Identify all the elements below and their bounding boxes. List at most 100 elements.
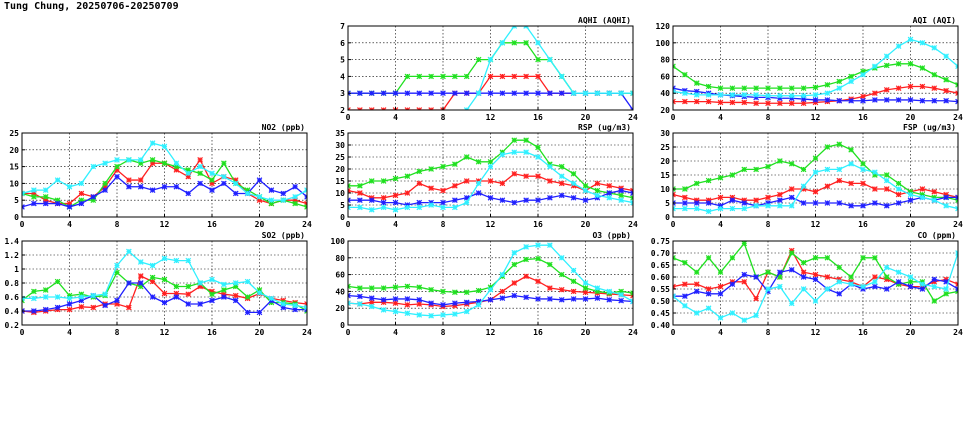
data-point	[800, 274, 807, 280]
data-point	[919, 286, 926, 292]
point-stroke	[417, 116, 422, 121]
data-point	[348, 300, 351, 306]
data-point	[741, 85, 748, 91]
data-point	[475, 56, 482, 63]
data-point	[943, 76, 949, 83]
data-point	[416, 284, 423, 291]
y-tick-label: 5	[665, 199, 670, 208]
point-stroke	[22, 308, 25, 312]
data-point	[535, 154, 541, 160]
data-point	[594, 285, 601, 291]
data-point	[812, 169, 819, 176]
data-point	[499, 180, 506, 187]
point-stroke	[348, 197, 351, 202]
data-point	[511, 39, 518, 46]
data-point	[404, 90, 411, 97]
data-point	[765, 100, 771, 107]
data-point	[357, 204, 363, 211]
point-stroke	[955, 92, 958, 97]
data-point	[673, 63, 676, 70]
x-tick-label: 24	[953, 220, 963, 229]
point-stroke	[673, 193, 676, 198]
data-point	[357, 107, 363, 110]
data-point	[31, 200, 37, 207]
point-stroke	[304, 301, 307, 305]
data-point	[440, 73, 446, 80]
y-tick-label: 15	[660, 171, 670, 180]
x-tick-label: 24	[953, 113, 963, 122]
data-point	[931, 188, 938, 195]
data-point	[824, 200, 831, 206]
data-point	[499, 151, 506, 158]
data-point	[717, 99, 724, 106]
data-point	[368, 303, 375, 310]
data-point	[428, 90, 434, 97]
x-tick-label: 4	[718, 220, 723, 229]
data-point	[836, 290, 843, 297]
series-1	[673, 60, 958, 91]
data-point	[705, 92, 712, 98]
point-stroke	[630, 192, 633, 196]
data-point	[404, 173, 411, 180]
data-point	[872, 186, 878, 192]
data-point	[487, 296, 494, 303]
data-point	[463, 107, 470, 110]
chart-title: O3 (ppb)	[592, 231, 631, 240]
data-point	[535, 197, 541, 204]
data-point	[558, 286, 565, 293]
data-point	[357, 197, 363, 204]
y-tick-label: 1	[14, 265, 19, 274]
data-point	[475, 90, 482, 97]
data-point	[753, 312, 759, 319]
data-point	[812, 92, 819, 98]
y-tick-label: 25	[9, 129, 19, 138]
chart-so2: 0 4 8 12 16 20 24 0.2 0.4 0.6 0.8 1 1.2 1.4 SO2 (ppb)	[5, 231, 312, 337]
data-point	[535, 90, 541, 97]
data-point	[209, 187, 215, 193]
point-stroke	[630, 201, 633, 206]
data-point	[836, 97, 843, 104]
data-point	[943, 290, 949, 297]
data-point	[404, 296, 411, 302]
data-point	[777, 197, 783, 204]
data-point	[788, 300, 795, 307]
data-point	[54, 278, 61, 285]
y-tick-label: 2	[340, 106, 345, 115]
point-stroke	[382, 107, 387, 110]
x-tick-label: 20	[906, 113, 916, 122]
data-point	[824, 183, 831, 190]
point-stroke	[630, 190, 633, 194]
x-tick-label: 12	[811, 328, 821, 337]
data-point	[102, 180, 108, 187]
point-stroke	[673, 188, 676, 192]
data-point	[883, 264, 890, 271]
y-tick-label: 30	[660, 129, 670, 138]
data-point	[31, 194, 37, 200]
data-point	[42, 200, 49, 207]
point-stroke	[955, 63, 958, 68]
data-point	[883, 172, 890, 178]
data-point	[256, 177, 263, 183]
data-point	[440, 163, 446, 170]
data-point	[717, 205, 724, 212]
point-stroke	[630, 199, 633, 204]
data-point	[594, 192, 601, 199]
data-point	[126, 248, 132, 255]
data-point	[535, 173, 541, 180]
data-point	[895, 43, 902, 49]
x-tick-label: 12	[486, 220, 496, 229]
point-stroke	[304, 187, 307, 191]
data-point	[428, 73, 434, 80]
data-point	[114, 157, 120, 163]
data-point	[440, 302, 446, 308]
data-point	[463, 289, 470, 296]
data-point	[788, 202, 795, 209]
data-point	[499, 90, 506, 97]
data-point	[693, 200, 700, 206]
data-point	[848, 274, 854, 280]
point-stroke	[523, 26, 527, 29]
data-point	[348, 187, 351, 194]
data-point	[357, 182, 363, 189]
point-stroke	[381, 116, 386, 121]
data-point	[511, 73, 518, 80]
